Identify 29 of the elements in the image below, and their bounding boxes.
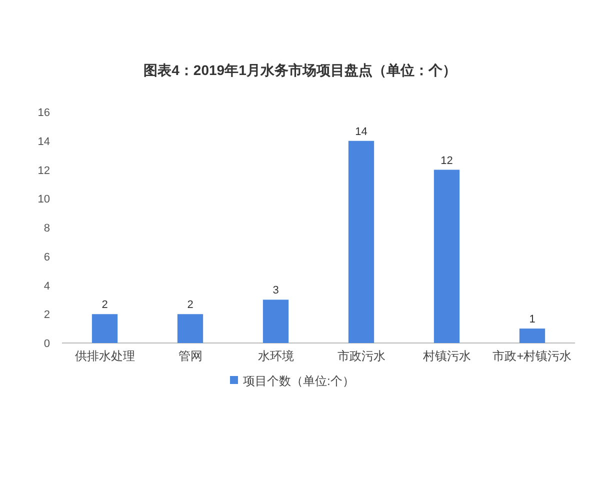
- y-tick-label: 8: [44, 222, 50, 234]
- x-tick-label: 市政+村镇污水: [492, 349, 572, 363]
- y-tick-label: 10: [38, 194, 50, 206]
- x-tick-label: 村镇污水: [422, 349, 471, 363]
- data-label: 2: [102, 299, 108, 312]
- bar: [262, 300, 289, 343]
- legend-label: 项目个数（单位:个）: [243, 374, 354, 388]
- y-tick-label: 14: [38, 136, 50, 148]
- data-label: 2: [187, 299, 194, 312]
- y-tick-label: 6: [44, 251, 50, 264]
- y-tick-label: 0: [44, 338, 50, 350]
- y-tick-label: 4: [44, 280, 50, 292]
- bar: [434, 170, 460, 343]
- chart-title: 图表4：2019年1月水务市场项目盘点（单位：个）: [144, 62, 456, 78]
- y-tick-label: 12: [38, 164, 50, 177]
- data-label: 1: [529, 314, 536, 326]
- y-tick-label: 2: [44, 309, 50, 322]
- data-label: 14: [355, 126, 368, 138]
- bar: [92, 314, 118, 343]
- x-tick-label: 水环境: [258, 349, 294, 363]
- data-label: 3: [272, 284, 279, 297]
- x-tick-label: 管网: [178, 349, 202, 363]
- y-tick-label: 16: [38, 107, 50, 119]
- bar: [348, 140, 374, 343]
- x-tick-label: 市政污水: [337, 349, 386, 363]
- bar: [177, 314, 204, 343]
- data-label: 12: [440, 154, 453, 167]
- bar: [519, 328, 546, 343]
- x-tick-label: 供排水处理: [74, 349, 135, 363]
